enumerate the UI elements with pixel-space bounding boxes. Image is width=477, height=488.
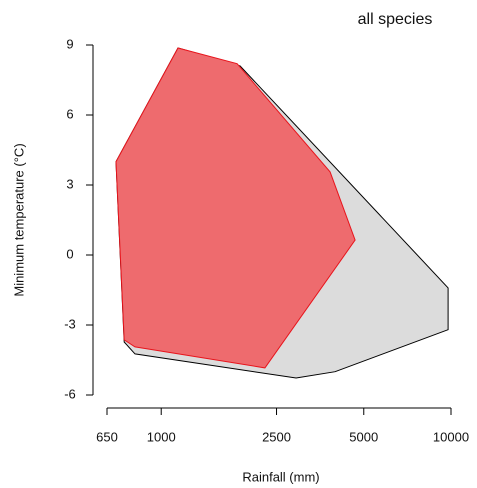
x-tick-label: 650 — [96, 429, 118, 444]
x-tick-label: 1000 — [147, 429, 176, 444]
x-tick-label: 2500 — [262, 429, 291, 444]
region — [115, 47, 356, 369]
y-tick-label: 0 — [66, 246, 73, 261]
y-axis-label: Minimum temperature (°C) — [11, 143, 26, 296]
x-tick-label: 10000 — [433, 429, 469, 444]
y-tick-label: -6 — [64, 386, 76, 401]
y-tick-label: -3 — [64, 316, 76, 331]
y-tick-label: 6 — [66, 106, 73, 121]
chart-title: all species — [358, 11, 433, 28]
x-axis-label: Rainfall (mm) — [242, 469, 319, 484]
y-tick-label: 3 — [66, 176, 73, 191]
x-tick-label: 5000 — [349, 429, 378, 444]
y-tick-label: 9 — [66, 36, 73, 51]
